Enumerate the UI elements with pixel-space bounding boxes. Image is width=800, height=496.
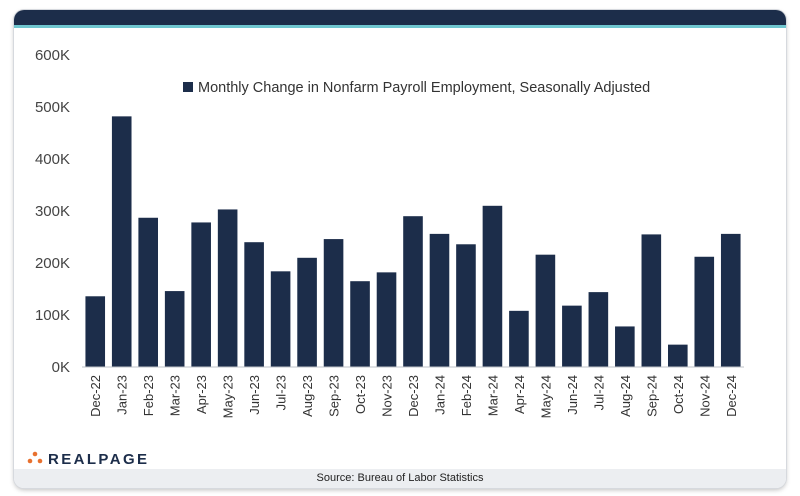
y-tick-label: 600K [35, 47, 70, 64]
x-tick-label: Sep-23 [327, 375, 342, 417]
x-tick-label: Feb-24 [459, 375, 474, 416]
x-tick-label: Jul-24 [591, 375, 606, 410]
bar [562, 305, 582, 367]
bar [297, 257, 317, 367]
bar [191, 222, 211, 367]
bar [217, 209, 238, 367]
x-tick-label: Apr-24 [512, 375, 527, 414]
bar [482, 205, 503, 367]
header-bar [14, 10, 786, 25]
x-axis: Dec-22 Jan-23 Feb-23 Mar-23 Apr-23 May-23 Jun-… [82, 366, 744, 418]
y-axis: 0K 100K 200K 300K 400K 500K 600K [35, 47, 70, 376]
x-tick-label: Feb-23 [141, 375, 156, 416]
y-tick-label: 300K [35, 203, 70, 220]
x-tick-label: Jun-24 [565, 375, 580, 415]
bar [615, 326, 635, 367]
x-tick-label: Oct-23 [353, 375, 368, 414]
x-tick-label: Aug-23 [300, 375, 315, 417]
x-tick-label: Jan-24 [432, 375, 447, 415]
x-tick-label: Nov-24 [697, 375, 712, 417]
bar [323, 239, 344, 367]
legend-label: Monthly Change in Nonfarm Payroll Employ… [198, 80, 650, 96]
y-tick-label: 0K [52, 359, 70, 376]
x-tick-label: Dec-24 [724, 375, 739, 417]
realpage-logo-text: REALPAGE [48, 450, 150, 468]
bar [668, 344, 688, 367]
x-tick-label: Jan-23 [115, 375, 130, 415]
x-tick-label: Mar-24 [485, 375, 500, 416]
y-tick-label: 400K [35, 151, 70, 168]
source-footer: Source: Bureau of Labor Statistics [14, 469, 786, 488]
bar [694, 256, 715, 367]
y-tick-label: 100K [35, 307, 70, 324]
bar-series [85, 116, 741, 367]
bar [403, 216, 423, 367]
x-tick-label: Apr-23 [194, 375, 209, 414]
bar [429, 233, 450, 367]
bar [376, 272, 397, 367]
y-tick-label: 500K [35, 99, 70, 116]
bar [270, 271, 291, 367]
x-tick-label: Aug-24 [618, 375, 633, 417]
bar [138, 217, 158, 367]
y-tick-label: 200K [35, 255, 70, 272]
bar [350, 281, 370, 367]
x-tick-label: May-24 [538, 375, 553, 418]
x-tick-label: Oct-24 [671, 375, 686, 414]
bar [720, 233, 741, 367]
x-tick-label: Nov-23 [380, 375, 395, 417]
x-tick-label: May-23 [221, 375, 236, 418]
x-tick-label: Jul-23 [274, 375, 289, 410]
header-accent-line [14, 25, 786, 28]
x-tick-label: Mar-23 [168, 375, 183, 416]
bar [509, 310, 529, 367]
legend-swatch [183, 82, 193, 92]
bar [588, 292, 609, 367]
realpage-logo-icon [27, 451, 43, 464]
x-tick-label: Jun-23 [247, 375, 262, 415]
x-tick-label: Dec-23 [406, 375, 421, 417]
bar [111, 116, 132, 367]
realpage-logo: REALPAGE [26, 448, 149, 470]
bar [85, 296, 106, 367]
bar [535, 254, 556, 367]
x-tick-label: Dec-22 [88, 375, 103, 417]
legend: Monthly Change in Nonfarm Payroll Employ… [183, 80, 650, 96]
bar [456, 244, 476, 367]
x-tick-label: Sep-24 [644, 375, 659, 417]
bar [244, 242, 264, 367]
bar [641, 234, 662, 367]
bar [164, 291, 185, 367]
